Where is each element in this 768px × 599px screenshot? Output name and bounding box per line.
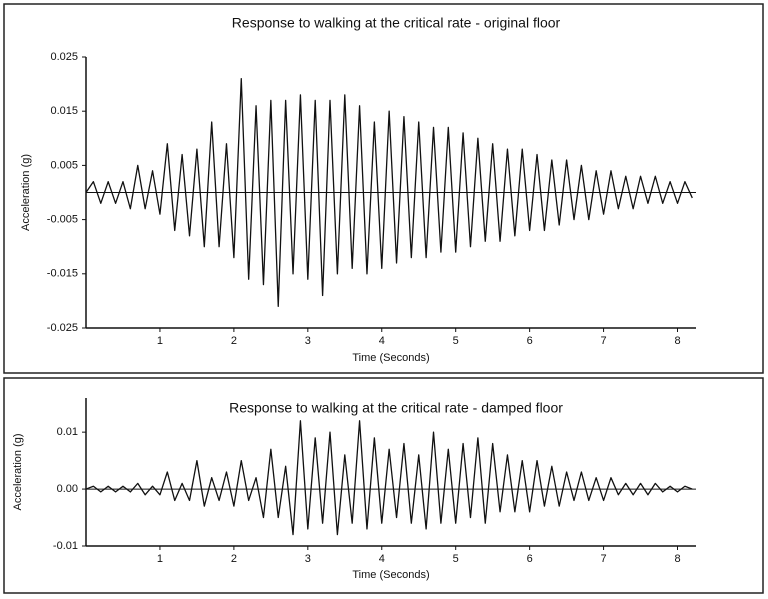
x-tick-label: 8 — [674, 553, 680, 565]
y-tick-label: -0.01 — [53, 540, 78, 552]
chart-title: Response to walking at the critical rate… — [229, 400, 563, 416]
x-tick-label: 3 — [305, 335, 311, 347]
x-tick-label: 2 — [231, 335, 237, 347]
y-tick-label: 0.005 — [50, 159, 78, 171]
y-tick-label: -0.015 — [47, 268, 78, 280]
x-tick-label: 7 — [601, 335, 607, 347]
y-tick-label: 0.00 — [57, 483, 78, 495]
y-tick-label: -0.025 — [47, 322, 78, 334]
x-tick-label: 1 — [157, 335, 163, 347]
x-axis-label: Time (Seconds) — [352, 569, 429, 581]
x-tick-label: 5 — [453, 553, 459, 565]
x-tick-label: 6 — [527, 553, 533, 565]
panel-frame — [3, 3, 764, 374]
signal-line — [85, 420, 693, 536]
x-tick-label: 4 — [379, 335, 385, 347]
x-tick-label: 6 — [527, 335, 533, 347]
y-tick-label: 0.025 — [50, 51, 78, 63]
y-axis-label: Acceleration (g) — [20, 154, 32, 231]
y-tick-label: -0.005 — [47, 214, 78, 226]
y-axis-label: Acceleration (g) — [12, 433, 24, 510]
panel-frame — [3, 377, 764, 594]
x-axis-label: Time (Seconds) — [352, 352, 429, 364]
x-tick-label: 7 — [601, 553, 607, 565]
x-tick-label: 1 — [157, 553, 163, 565]
x-tick-label: 5 — [453, 335, 459, 347]
chart-title: Response to walking at the critical rate… — [232, 15, 561, 31]
x-tick-label: 3 — [305, 553, 311, 565]
x-tick-label: 2 — [231, 553, 237, 565]
y-tick-label: 0.01 — [57, 426, 78, 438]
signal-line — [85, 78, 693, 307]
x-tick-label: 4 — [379, 553, 385, 565]
x-tick-label: 8 — [674, 335, 680, 347]
y-tick-label: 0.015 — [50, 105, 78, 117]
